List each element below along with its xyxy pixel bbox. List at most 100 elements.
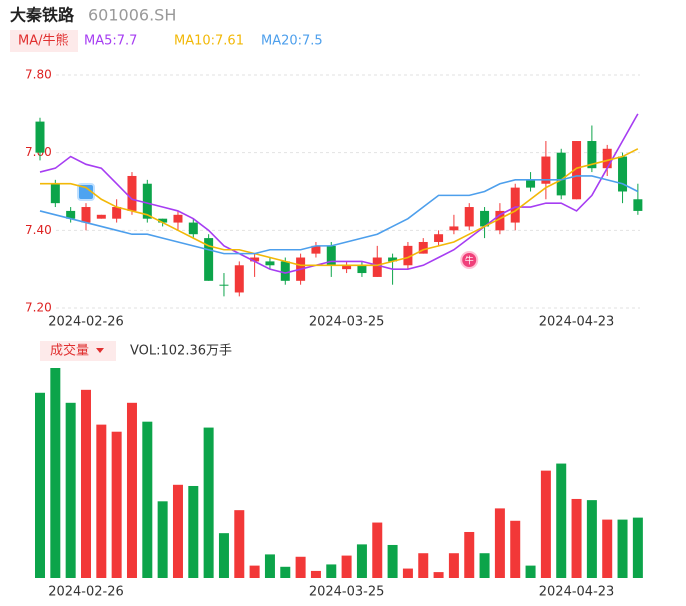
candle-body [510, 187, 520, 223]
volume-bar [372, 522, 383, 578]
volume-bar [510, 520, 521, 578]
volume-bar [540, 470, 551, 578]
candle-body [449, 226, 459, 231]
volume-bar [418, 553, 429, 578]
signal-icon [460, 251, 479, 269]
volume-bar [479, 553, 490, 578]
volume-bar [387, 544, 398, 578]
candle-body [495, 210, 505, 231]
candle-body [388, 257, 398, 262]
legend-entry: MA10:7.61 [174, 34, 244, 49]
x-tick-label: 2024-03-25 [309, 585, 385, 600]
volume-bar [556, 463, 567, 578]
volume-bar [126, 402, 137, 578]
candle-body [572, 141, 582, 200]
x-tick-label: 2024-02-26 [48, 315, 124, 330]
volume-bar [617, 519, 628, 578]
candle-body [418, 241, 428, 254]
candle-body [602, 148, 612, 169]
volume-bar [234, 510, 245, 578]
volume-bar [310, 570, 321, 578]
candle-body [127, 175, 137, 211]
volume-bar [464, 531, 475, 578]
dropdown-arrow [96, 348, 104, 353]
volume-bar [433, 572, 444, 578]
candle-body [541, 156, 551, 184]
candle-body [280, 261, 290, 281]
volume-button[interactable]: 成交量 [50, 343, 89, 359]
volume-bar [402, 568, 413, 578]
ma-line [39, 113, 639, 274]
volume-bar [280, 566, 291, 578]
candle-body [81, 207, 91, 223]
x-tick-label: 2024-04-23 [539, 315, 615, 330]
volume-bar [264, 554, 275, 578]
candle-body [342, 265, 352, 270]
candle-body [96, 214, 106, 219]
volume-bar [80, 389, 91, 578]
candle-body [204, 238, 214, 281]
candle-body [618, 156, 628, 192]
volume-bar [50, 368, 61, 578]
candle-body [311, 245, 321, 254]
volume-bar [96, 424, 107, 578]
volume-bar [188, 485, 199, 578]
x-tick-label: 2024-02-26 [48, 585, 124, 600]
candle-body [587, 141, 597, 169]
indicator-button[interactable]: MA/牛熊 [18, 33, 69, 49]
candle-body [480, 210, 490, 227]
volume-bar [494, 508, 505, 578]
stock-code: 601006.SH [88, 6, 176, 25]
candle-body [633, 199, 643, 211]
volume-button-bg[interactable] [40, 341, 116, 361]
signal-icon [77, 183, 95, 201]
volume-bar [65, 402, 76, 578]
candle-body [158, 218, 168, 223]
volume-label: VOL:102.36万手 [130, 344, 232, 359]
volume-bar [111, 431, 122, 578]
volume-bar [525, 565, 536, 578]
legend-entry: MA20:7.5 [261, 34, 323, 49]
candle-body [142, 183, 152, 219]
y-tick-label: 7.40 [25, 223, 52, 237]
volume-bar [157, 501, 168, 578]
candle-body [112, 207, 122, 219]
candle-body [250, 257, 260, 262]
volume-bar [571, 498, 582, 578]
indicator-button-bg[interactable] [10, 30, 78, 52]
candle-body [66, 210, 76, 219]
ma-line [40, 148, 639, 267]
candle-body [434, 234, 444, 242]
x-tick-label: 2024-03-25 [309, 315, 385, 330]
candle-body [357, 265, 367, 274]
volume-bar [218, 533, 229, 578]
candle-body [326, 245, 336, 266]
candle-body [188, 222, 198, 235]
volume-bar [448, 553, 459, 578]
candle-body [464, 207, 474, 227]
volume-bar [326, 564, 337, 578]
stock-name: 大秦铁路 [10, 6, 75, 25]
candle-body [265, 261, 275, 266]
volume-bar [586, 500, 597, 578]
y-tick-label: 7.20 [25, 301, 52, 315]
candle-body [526, 179, 536, 188]
candle-body [403, 245, 413, 266]
x-tick-label: 2024-04-23 [539, 585, 615, 600]
candle-body [219, 284, 229, 286]
candle-body [35, 121, 45, 153]
volume-bar [203, 427, 214, 578]
y-tick-label: 7.80 [25, 68, 52, 82]
volume-bar [172, 484, 183, 578]
legend-entry: MA5:7.7 [84, 34, 137, 49]
candle-body [556, 152, 566, 196]
candle-body [372, 257, 382, 277]
annotation: 牛 [465, 255, 474, 267]
volume-bar [602, 519, 613, 578]
ma-line [39, 175, 639, 255]
volume-bar [356, 544, 367, 578]
volume-bar [35, 392, 45, 578]
volume-bar [295, 556, 306, 578]
